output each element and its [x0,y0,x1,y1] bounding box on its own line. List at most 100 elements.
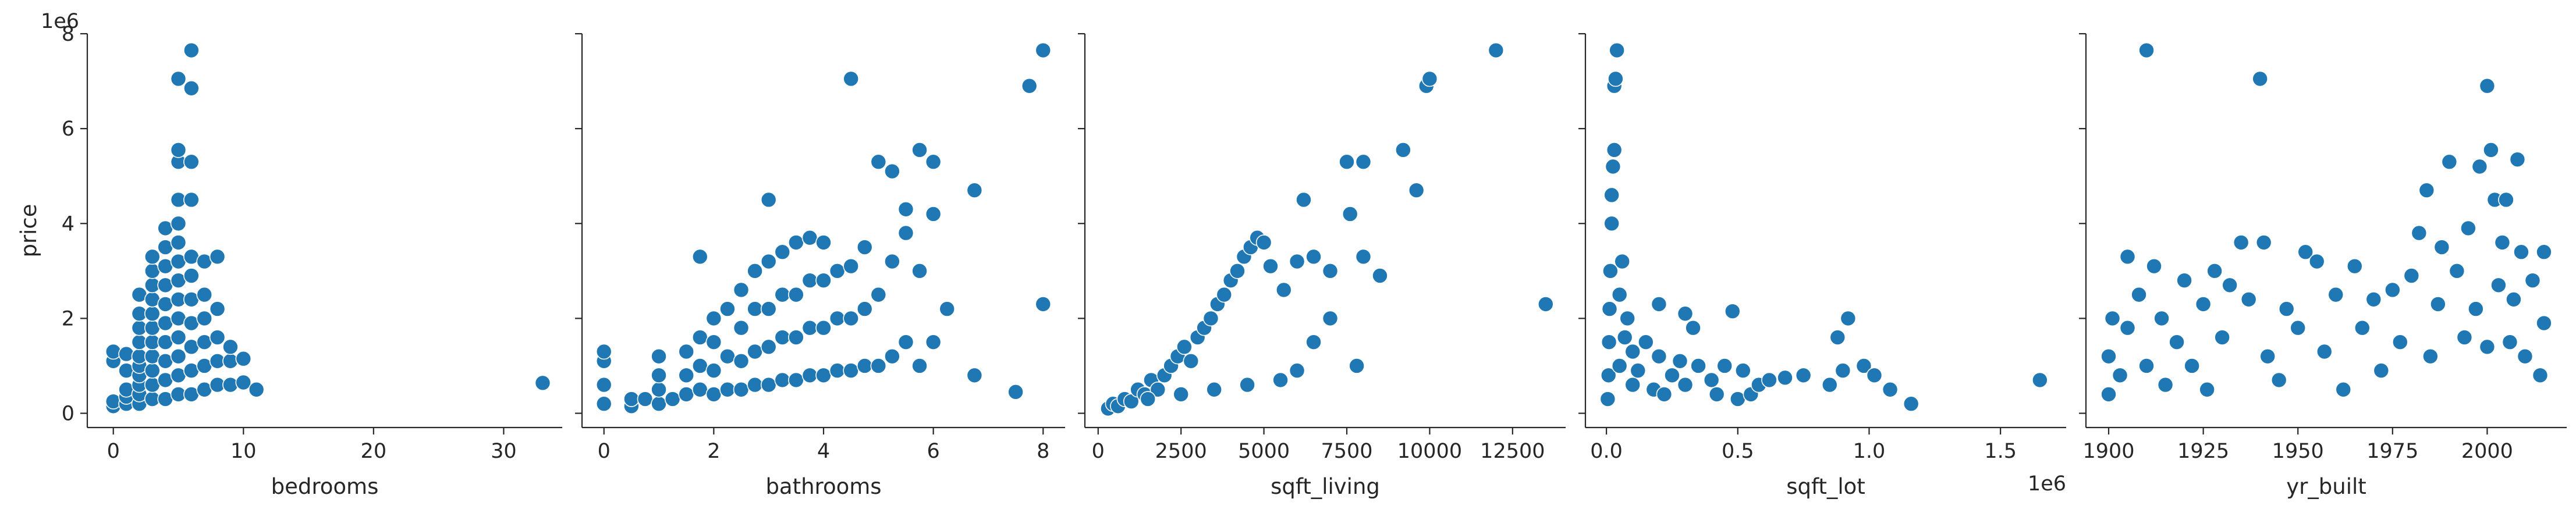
scatter-point [1206,381,1222,398]
scatter-point [1638,334,1654,350]
scatter-point [1395,142,1411,158]
scatter-point [651,367,667,384]
scatter-point [637,391,654,407]
panel-yr_built: 1900 1925 1950 1975 2000 yr_built [2079,33,2567,499]
scatter-point [2479,339,2496,355]
scatter-point [1342,206,1358,222]
scatter-point [248,381,265,398]
x-tick-label: 20 [361,440,387,463]
scatter-point [2112,367,2128,384]
scatter-point [2184,358,2200,374]
scatter-point [1305,248,1322,265]
scatter-point [843,70,859,87]
scatter-point [925,154,942,170]
scatter-point [2449,263,2465,279]
scatter-point [623,391,640,407]
x-tick-label: 6 [927,440,939,463]
scatter-point [829,263,846,279]
scatter-point [1608,70,1624,87]
scatter-point [1882,381,1899,398]
scatter-point [2199,381,2215,398]
x-tick-label: 1975 [2366,440,2418,463]
scatter-point [966,367,983,384]
x-tick-label: 2000 [2461,440,2513,463]
scatter-point [1149,381,1166,398]
scatter-point [2255,234,2272,251]
scatter-point [1656,386,1673,403]
scatter-point [1601,301,1618,317]
y-axis-exponent: 1e6 [41,10,79,33]
scatter-point [2100,348,2117,365]
scatter-point [2259,348,2276,365]
scatter-point [2308,253,2325,270]
scatter-point [2100,386,2117,403]
scatter-point [911,263,928,279]
scatter-point [1349,358,1365,374]
x-tick-label: 0 [598,440,611,463]
scatter-point [1735,362,1751,379]
scatter-point [1690,358,1706,374]
x-tick-label: 8 [1037,440,1049,463]
x-tick-label: 0.0 [1590,440,1623,463]
scatter-point [651,348,667,365]
scatter-point [2490,277,2507,294]
scatter-point [2138,358,2155,374]
scatter-point [209,301,226,317]
scatter-point [664,391,681,407]
scatter-point [2278,301,2295,317]
scatter-point [1372,268,1388,284]
scatter-point [1777,369,1793,386]
scatter-point [595,396,612,412]
scatter-point [1602,263,1619,279]
scatter-point [183,268,200,284]
scatter-point [2498,191,2514,208]
scatter-point [1795,367,1812,384]
scatter-point [966,182,983,198]
scatter-point [1007,384,1024,400]
scatter-point [105,343,122,360]
scatter-point [747,301,763,317]
x-tick-label: 5000 [1238,440,1290,463]
scatter-point [1611,286,1628,303]
scatter-point [774,329,791,346]
scatter-point [884,348,900,365]
scatter-point [2365,291,2382,308]
scatter-point [2536,315,2552,332]
scatter-point [1173,386,1189,403]
scatter-point [118,346,134,362]
pairplot-panels: 0 2 4 6 8 0 10 20 30 bedrooms price 1e6 0 2 4 6 8 bathroo… [16,10,2567,499]
scatter-point [733,282,750,298]
y-tick-label: 0 [62,403,74,426]
scatter-point [1835,362,1851,379]
x-axis-label: sqft_lot [1786,474,1865,499]
scatter-point [1600,367,1617,384]
scatter-point [209,248,226,265]
scatter-point [1275,282,1292,298]
scatter-point [2441,154,2458,170]
scatter-point [2176,272,2192,289]
scatter-point [788,372,804,389]
scatter-point [2506,291,2522,308]
scatter-point [747,376,763,393]
scatter-point [2430,296,2446,312]
scatter-point [1421,70,1438,87]
scatter-point [1606,142,1623,158]
x-tick-label: 1950 [2272,440,2324,463]
scatter-point [705,386,722,403]
scatter-point [815,319,832,336]
panel-bedrooms: 0 2 4 6 8 0 10 20 30 bedrooms price 1e6 [16,10,562,499]
scatter-point [2297,244,2314,261]
x-axis-exponent: 1e6 [2028,472,2066,496]
x-tick-label: 1.5 [1984,440,2017,463]
scatter-point [2153,310,2170,327]
x-axis-label: sqft_living [1271,474,1380,499]
x-tick-label: 10 [230,440,257,463]
scatter-point [788,234,804,251]
x-tick-label: 0 [1092,440,1105,463]
scatter-point [1289,362,1305,379]
scatter-point [196,286,213,303]
scatter-point [1840,310,1857,327]
scatter-point [2104,310,2121,327]
y-tick-label: 4 [62,212,74,236]
